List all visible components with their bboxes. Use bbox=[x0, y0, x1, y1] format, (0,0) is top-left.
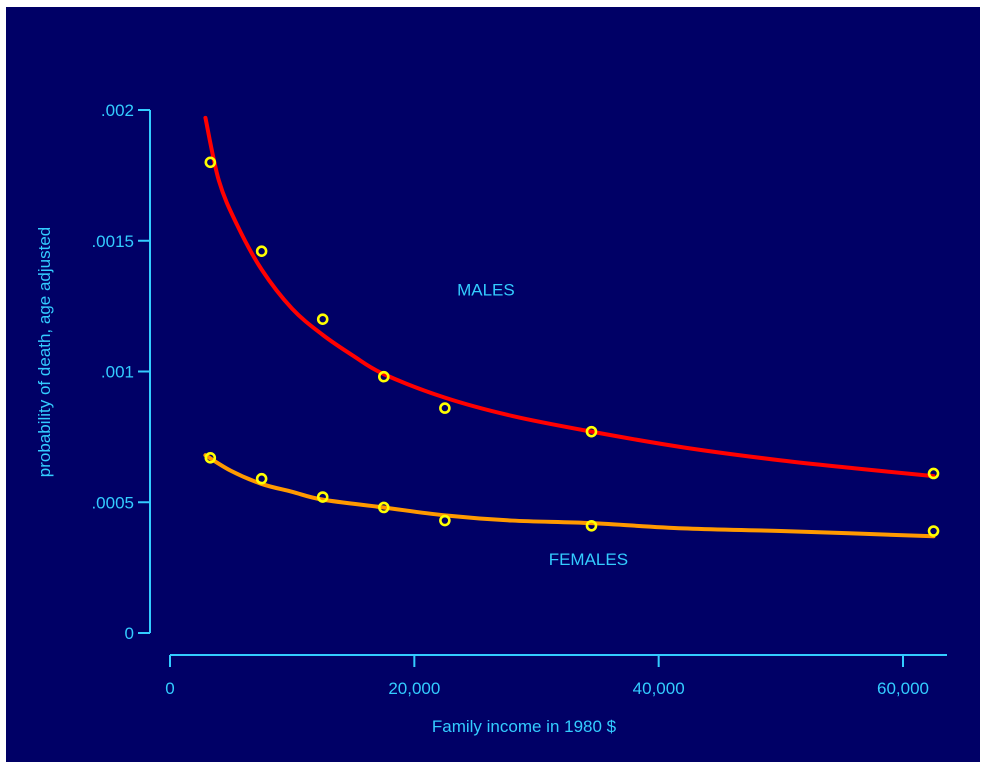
males-fit-curve bbox=[203, 115, 936, 479]
x-tick-label: 20,000 bbox=[388, 679, 440, 698]
chart-background bbox=[6, 7, 980, 762]
x-tick-label: 40,000 bbox=[633, 679, 685, 698]
males-data-point bbox=[204, 156, 217, 169]
males-data-point bbox=[927, 467, 940, 480]
females-fit-curve bbox=[203, 453, 936, 539]
y-tick-label: .001 bbox=[101, 363, 134, 382]
x-tick-label: 60,000 bbox=[877, 679, 929, 698]
y-tick-label: .0005 bbox=[91, 493, 134, 512]
y-tick-label: .002 bbox=[101, 101, 134, 120]
males-data-point bbox=[377, 370, 390, 383]
x-tick-label: 0 bbox=[165, 679, 174, 698]
females-data-point bbox=[204, 451, 217, 464]
females-data-point bbox=[439, 514, 451, 527]
males-data-point bbox=[255, 245, 268, 258]
data-points bbox=[204, 156, 940, 537]
females-data-point bbox=[927, 525, 940, 537]
females-label: FEMALES bbox=[549, 550, 628, 569]
y-axis-title: probability of death, age adjusted bbox=[35, 227, 54, 477]
females-data-point bbox=[255, 472, 268, 485]
x-ticks: 0 20,000 40,000 60,000 bbox=[165, 655, 929, 698]
females-data-point bbox=[377, 501, 390, 514]
males-data-point bbox=[439, 402, 451, 414]
y-tick-label: 0 bbox=[125, 624, 134, 643]
males-label: MALES bbox=[457, 281, 515, 300]
y-ticks: 0 .0005 .001 .0015 .002 bbox=[91, 101, 150, 643]
females-data-point bbox=[585, 519, 598, 532]
fit-curves bbox=[203, 115, 936, 539]
x-axis-title: Family income in 1980 $ bbox=[432, 717, 617, 736]
males-data-point bbox=[316, 313, 329, 326]
axes bbox=[149, 110, 947, 656]
males-data-point bbox=[585, 425, 598, 438]
series-annotations: MALES FEMALES bbox=[457, 281, 628, 569]
females-data-point bbox=[316, 491, 329, 503]
y-tick-label: .0015 bbox=[91, 232, 134, 251]
